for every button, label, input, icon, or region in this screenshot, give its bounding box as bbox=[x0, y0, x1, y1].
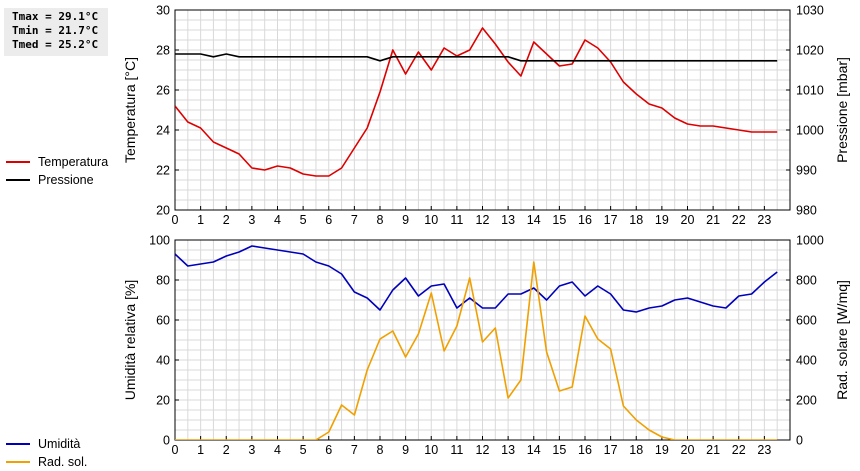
x-tick-label: 15 bbox=[552, 213, 566, 227]
x-tick-label: 16 bbox=[578, 443, 592, 457]
x-tick-label: 19 bbox=[655, 213, 669, 227]
y-right-axis-title: Rad. solare [W/mq] bbox=[834, 280, 850, 400]
y-right-tick-label: 0 bbox=[796, 434, 803, 448]
x-tick-label: 23 bbox=[757, 213, 771, 227]
y-right-tick-label: 800 bbox=[796, 274, 817, 288]
x-tick-label: 18 bbox=[629, 213, 643, 227]
x-tick-label: 0 bbox=[172, 443, 179, 457]
x-tick-label: 10 bbox=[424, 443, 438, 457]
x-tick-label: 19 bbox=[655, 443, 669, 457]
x-tick-label: 10 bbox=[424, 213, 438, 227]
x-tick-label: 12 bbox=[476, 443, 490, 457]
x-tick-label: 1 bbox=[197, 443, 204, 457]
x-tick-label: 9 bbox=[402, 213, 409, 227]
x-tick-label: 3 bbox=[248, 213, 255, 227]
x-tick-label: 22 bbox=[732, 213, 746, 227]
y-left-tick-label: 20 bbox=[156, 204, 170, 218]
x-tick-label: 9 bbox=[402, 443, 409, 457]
x-tick-label: 15 bbox=[552, 443, 566, 457]
legend-label-temperatura: Temperatura bbox=[38, 155, 109, 169]
y-left-tick-label: 26 bbox=[156, 84, 170, 98]
y-right-tick-label: 200 bbox=[796, 394, 817, 408]
y-left-tick-label: 0 bbox=[163, 434, 170, 448]
y-right-tick-label: 1030 bbox=[796, 4, 824, 18]
y-right-tick-label: 990 bbox=[796, 164, 817, 178]
x-tick-label: 18 bbox=[629, 443, 643, 457]
x-tick-label: 8 bbox=[377, 443, 384, 457]
y-right-tick-label: 600 bbox=[796, 314, 817, 328]
grid-1 bbox=[174, 9, 791, 211]
y-right-tick-label: 400 bbox=[796, 354, 817, 368]
x-tick-label: 14 bbox=[527, 213, 541, 227]
y-left-tick-label: 40 bbox=[156, 354, 170, 368]
series-line-umidit bbox=[175, 245, 778, 313]
x-tick-label: 11 bbox=[450, 213, 463, 227]
x-tick-label: 4 bbox=[274, 213, 281, 227]
legend-swatch-umidita bbox=[6, 443, 30, 445]
y-left-tick-label: 28 bbox=[156, 44, 170, 58]
x-tick-label: 6 bbox=[325, 213, 332, 227]
y-left-axis-title: Temperatura [°C] bbox=[122, 57, 138, 163]
x-tick-label: 8 bbox=[377, 213, 384, 227]
y-left-axis-title: Umidità relativa [%] bbox=[122, 280, 138, 401]
x-tick-label: 5 bbox=[300, 213, 307, 227]
x-tick-label: 13 bbox=[501, 213, 515, 227]
x-tick-label: 2 bbox=[223, 213, 230, 227]
series-line-pressione bbox=[175, 53, 778, 62]
x-tick-label: 7 bbox=[351, 443, 358, 457]
y-right-tick-label: 1020 bbox=[796, 44, 824, 58]
y-left-tick-label: 80 bbox=[156, 274, 170, 288]
x-tick-label: 4 bbox=[274, 443, 281, 457]
y-right-axis-title: Pressione [mbar] bbox=[834, 57, 850, 163]
stats-tmin: Tmin = 21.7°C bbox=[12, 24, 99, 37]
y-left-tick-label: 30 bbox=[156, 4, 170, 18]
stats-tmax: Tmax = 29.1°C bbox=[12, 10, 99, 23]
x-tick-label: 20 bbox=[681, 443, 695, 457]
y-left-tick-label: 22 bbox=[156, 164, 170, 178]
x-tick-label: 3 bbox=[248, 443, 255, 457]
y-right-tick-label: 980 bbox=[796, 204, 817, 218]
x-tick-label: 20 bbox=[681, 213, 695, 227]
y-left-tick-label: 24 bbox=[156, 124, 170, 138]
x-tick-label: 17 bbox=[604, 213, 618, 227]
x-tick-label: 22 bbox=[732, 443, 746, 457]
x-tick-label: 12 bbox=[476, 213, 490, 227]
x-tick-label: 23 bbox=[757, 443, 771, 457]
x-tick-label: 0 bbox=[172, 213, 179, 227]
x-tick-label: 11 bbox=[450, 443, 463, 457]
x-tick-label: 21 bbox=[706, 213, 720, 227]
stats-box: Tmax = 29.1°C Tmin = 21.7°C Tmed = 25.2°… bbox=[4, 8, 108, 56]
legend-label-umidita: Umidità bbox=[38, 437, 81, 451]
x-tick-label: 21 bbox=[706, 443, 720, 457]
x-tick-label: 2 bbox=[223, 443, 230, 457]
y-right-tick-label: 1000 bbox=[796, 124, 824, 138]
series-line-temperatura bbox=[175, 27, 778, 177]
chart-1: 0 1 2 3 4 5 6 7 8 9 10 11 12 13 14 15 16 17 18 19 20 21 22 2320… bbox=[122, 4, 850, 228]
x-tick-label: 14 bbox=[527, 443, 541, 457]
legend-label-pressione: Pressione bbox=[38, 173, 94, 187]
charts-canvas: 0 1 2 3 4 5 6 7 8 9 10 11 12 13 14 15 16 17 18 19 20 21 22 2320… bbox=[122, 4, 850, 458]
stats-tmed: Tmed = 25.2°C bbox=[12, 38, 99, 51]
y-right-tick-label: 1010 bbox=[796, 84, 824, 98]
y-left-tick-label: 60 bbox=[156, 314, 170, 328]
y-right-tick-label: 1000 bbox=[796, 234, 824, 248]
legend-swatch-pressione bbox=[6, 179, 30, 181]
x-tick-label: 6 bbox=[325, 443, 332, 457]
x-tick-label: 1 bbox=[197, 213, 204, 227]
x-tick-label: 17 bbox=[604, 443, 618, 457]
y-left-tick-label: 20 bbox=[156, 394, 170, 408]
x-tick-label: 16 bbox=[578, 213, 592, 227]
chart-2: 0 1 2 3 4 5 6 7 8 9 10 11 12 13 14 15 16 17 18 19 20 21 22 2302… bbox=[122, 234, 850, 458]
legend-swatch-rad-sol bbox=[6, 461, 30, 463]
legend-swatch-temperatura bbox=[6, 161, 30, 163]
x-tick-label: 7 bbox=[351, 213, 358, 227]
y-left-tick-label: 100 bbox=[149, 234, 170, 248]
x-tick-label: 5 bbox=[300, 443, 307, 457]
series-line-rad-sol bbox=[175, 261, 778, 440]
x-tick-label: 13 bbox=[501, 443, 515, 457]
